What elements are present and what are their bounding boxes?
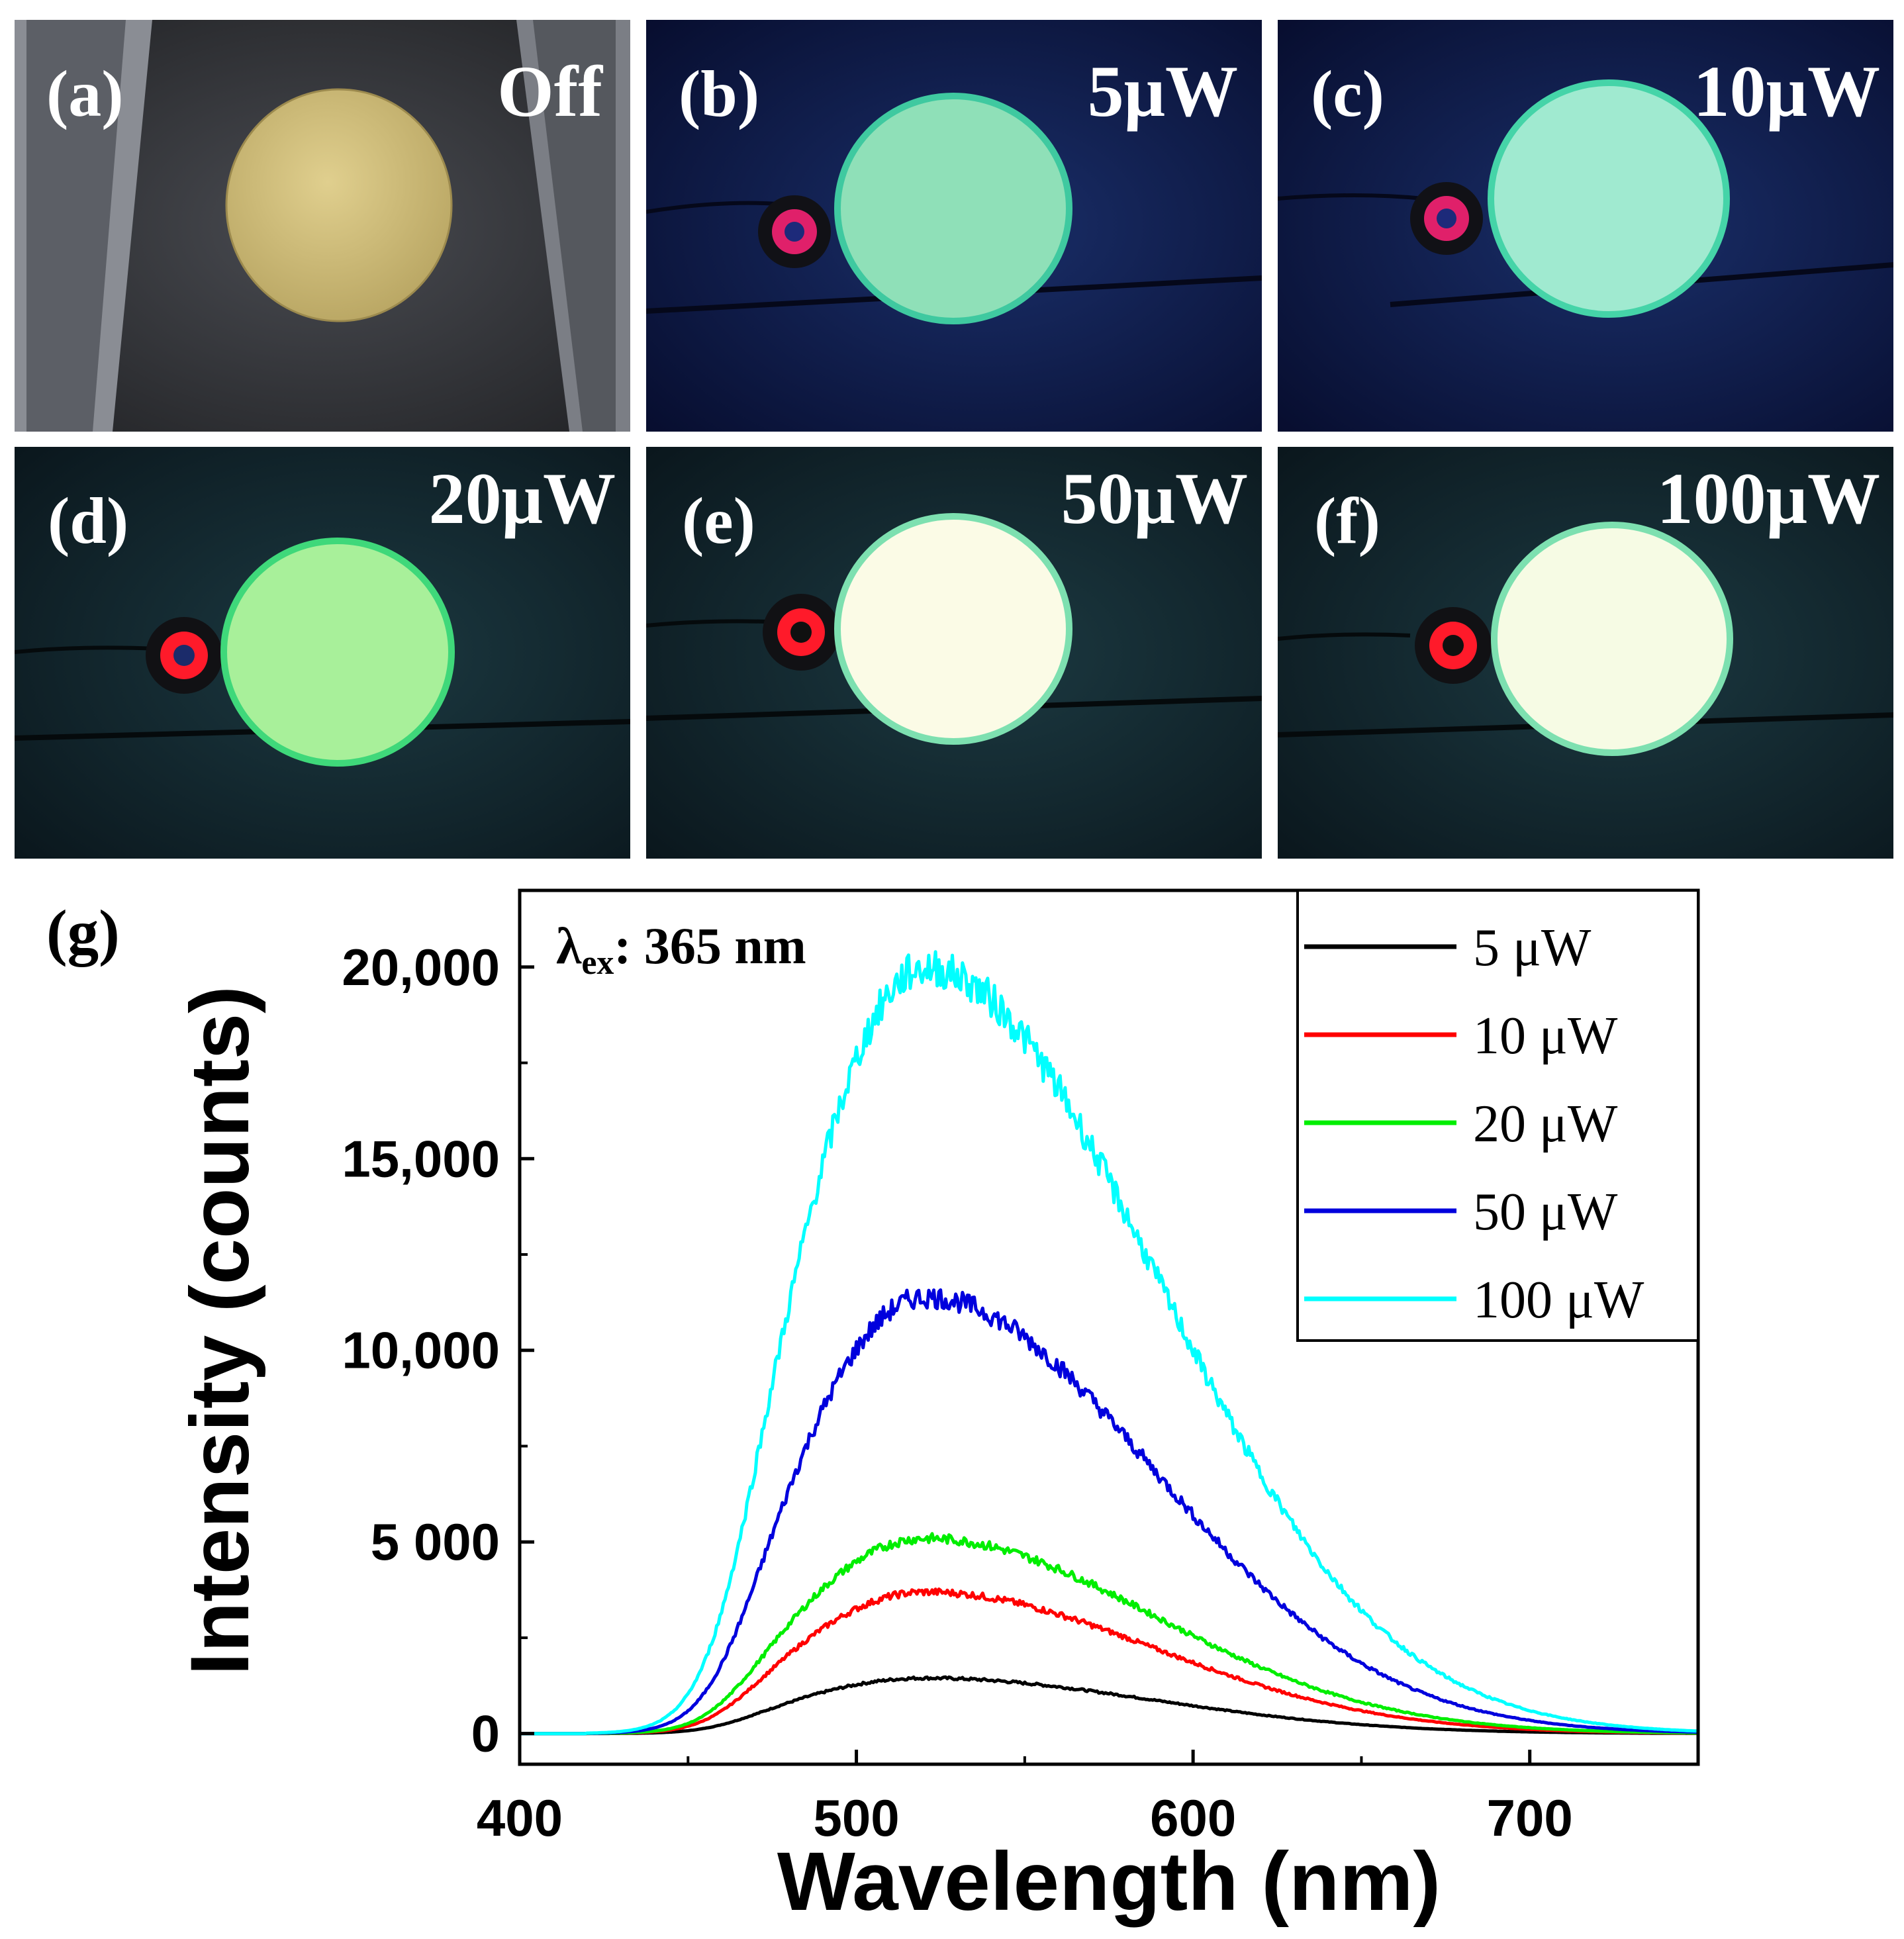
wafer — [1491, 522, 1733, 756]
photo-panel-a: (a) Off — [15, 20, 630, 432]
wafer — [225, 88, 453, 322]
photo-panel-c: (c) 10μW — [1278, 20, 1893, 432]
panel-power-a: Off — [497, 51, 603, 132]
x-tick-label-400: 400 — [477, 1789, 563, 1847]
legend-label-1: 5 μW — [1473, 919, 1592, 977]
series-line-4 — [520, 1288, 1699, 1736]
spectrum-chart: (g) 400 500 600 700 0 5 000 10,000 15,000 20,000… — [46, 888, 1700, 1928]
photo-panel-f: (f) 100μW — [1278, 447, 1893, 859]
y-tick-label-20000: 20,000 — [342, 938, 500, 996]
panel-label-b: (b) — [679, 57, 759, 130]
series-line-1 — [520, 1675, 1698, 1736]
series-line-2 — [520, 1587, 1698, 1736]
series-layer — [520, 950, 1699, 1736]
panel-power-c: 10μW — [1693, 51, 1880, 132]
wafer — [834, 93, 1072, 324]
legend-label-2: 10 μW — [1473, 1007, 1618, 1065]
wafer — [834, 513, 1072, 745]
y-tick-label-5000: 5 000 — [371, 1513, 500, 1571]
legend-box — [1296, 889, 1699, 1342]
y-tick-label-15000: 15,000 — [342, 1129, 500, 1188]
panel-power-d: 20μW — [429, 458, 616, 539]
panel-label-f: (f) — [1314, 484, 1380, 557]
wafer — [220, 538, 455, 767]
annotation-value: : 365 nm — [614, 917, 806, 974]
lambda-symbol: λ — [556, 917, 582, 974]
series-line-3 — [520, 1532, 1698, 1736]
series-line-5 — [520, 950, 1699, 1736]
x-tick-label-600: 600 — [1150, 1789, 1236, 1847]
excitation-annotation: λex: 365 nm — [556, 917, 806, 982]
legend-label-3: 20 μW — [1473, 1095, 1618, 1153]
x-axis-title: Wavelength (nm) — [777, 1836, 1441, 1928]
photo-panel-e: (e) 50μW — [646, 447, 1262, 859]
y-tick-label-0: 0 — [471, 1705, 500, 1763]
panel-label-e: (e) — [682, 484, 755, 557]
tick-layer: 400 500 600 700 0 5 000 10,000 15,000 20,000 — [342, 938, 1572, 1847]
panel-label-c: (c) — [1311, 57, 1384, 130]
panel-power-e: 50μW — [1061, 458, 1248, 539]
panel-label-a: (a) — [46, 57, 124, 130]
x-tick-label-500: 500 — [814, 1789, 900, 1847]
photo-panel-b: (b) 5μW — [646, 20, 1262, 432]
panel-power-b: 5μW — [1088, 51, 1238, 132]
y-axis-title: Intensity (counts) — [174, 986, 266, 1676]
y-tick-label-10000: 10,000 — [342, 1321, 500, 1380]
legend: 5 μW 10 μW 20 μW 50 μW 100 μW — [1296, 889, 1699, 1342]
panel-label-g: (g) — [46, 897, 120, 967]
lambda-subscript: ex — [581, 944, 614, 982]
wafer — [1488, 79, 1730, 318]
panel-label-d: (d) — [48, 484, 128, 557]
legend-label-4: 50 μW — [1473, 1183, 1618, 1241]
x-tick-label-700: 700 — [1487, 1789, 1573, 1847]
panel-power-f: 100μW — [1657, 458, 1880, 539]
photo-panel-d: (d) 20μW — [15, 447, 630, 859]
legend-label-5: 100 μW — [1473, 1271, 1644, 1329]
